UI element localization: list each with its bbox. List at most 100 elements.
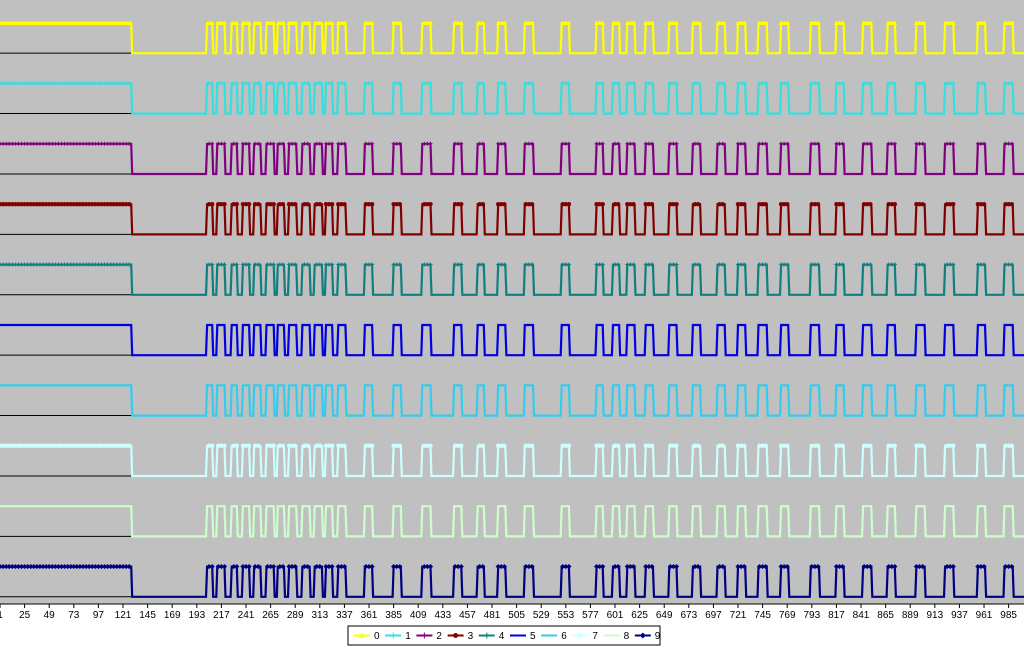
- series-4-marker: [951, 262, 956, 267]
- x-tick-label: 289: [287, 610, 304, 621]
- series-1-marker: [742, 81, 747, 86]
- series-7-marker: [480, 443, 485, 448]
- series-9-marker: [286, 563, 292, 570]
- series-7-marker: [600, 443, 605, 448]
- series-2-marker: [317, 141, 322, 146]
- series-0-line: [0, 21, 1024, 55]
- series-0-marker: [720, 20, 726, 25]
- series-9-marker: [523, 563, 529, 570]
- series-7-marker: [763, 443, 768, 448]
- series-2-marker: [428, 141, 433, 146]
- series-9-marker: [560, 563, 566, 570]
- series-0-marker: [529, 20, 535, 25]
- series-0-marker: [950, 20, 956, 25]
- series-0-marker: [255, 20, 261, 25]
- series-3-marker: [889, 201, 894, 207]
- series-7-marker: [302, 443, 307, 448]
- series-9-marker: [277, 563, 283, 570]
- series-0-marker: [501, 20, 507, 25]
- series-3-marker: [864, 201, 870, 207]
- series-9-marker: [317, 563, 323, 570]
- series-2-marker: [892, 141, 897, 146]
- series-9-marker: [892, 563, 898, 570]
- series-9-marker: [477, 563, 483, 570]
- series-3-marker: [668, 201, 673, 207]
- series-3-marker: [209, 201, 215, 207]
- series-7-marker: [83, 443, 89, 448]
- series-4-marker: [920, 262, 925, 267]
- series-3-marker: [289, 201, 295, 207]
- series-7-marker: [108, 443, 113, 448]
- series-7-marker: [625, 443, 630, 448]
- series-7-marker: [975, 443, 981, 448]
- legend-marker: [577, 633, 583, 638]
- series-9-marker: [673, 563, 680, 570]
- x-tick-label: 505: [508, 610, 525, 621]
- series-3-marker: [326, 201, 332, 207]
- series-7-marker: [342, 443, 347, 448]
- x-tick-label: 49: [44, 610, 56, 621]
- series-3-marker: [646, 201, 652, 207]
- legend-label: 7: [592, 631, 598, 642]
- series-3-marker: [477, 201, 482, 207]
- series-3-marker: [1003, 201, 1008, 207]
- x-tick-label: 625: [631, 610, 648, 621]
- series-9-marker: [52, 563, 58, 570]
- series-7-marker: [28, 443, 33, 448]
- series-3-marker: [397, 201, 402, 207]
- series-9-marker: [252, 563, 258, 570]
- legend-marker: [453, 633, 459, 638]
- series-9-marker: [215, 563, 221, 570]
- series-7-marker: [495, 443, 501, 448]
- series-3-marker: [834, 201, 839, 207]
- series-1-marker: [840, 81, 845, 86]
- series-7-marker: [0, 443, 6, 448]
- series-3-marker: [717, 201, 722, 207]
- series-1-marker: [397, 81, 402, 86]
- series-3-marker: [631, 201, 636, 207]
- series-0-marker: [329, 20, 335, 25]
- series-3-marker: [812, 201, 818, 207]
- series-1-marker: [1009, 81, 1014, 86]
- x-tick-label: 265: [262, 610, 279, 621]
- series-7-marker: [840, 443, 845, 448]
- series-9-marker: [394, 563, 400, 570]
- series-3-marker: [526, 201, 532, 207]
- series-9-marker: [563, 563, 569, 570]
- series-9-marker: [101, 563, 108, 570]
- series-3-marker: [781, 201, 787, 207]
- series-7-marker: [56, 443, 61, 448]
- plot-area: [0, 0, 1024, 604]
- series-4-marker: [428, 262, 433, 267]
- series-4-marker: [293, 262, 298, 267]
- series-9-marker: [80, 563, 86, 570]
- series-7-marker: [1009, 443, 1014, 448]
- series-3-marker: [981, 201, 987, 207]
- series-3-marker: [0, 201, 6, 207]
- series-3-marker: [366, 201, 372, 207]
- series-3-marker: [868, 201, 873, 207]
- series-9-marker: [624, 563, 630, 570]
- series-9-marker: [1006, 563, 1012, 570]
- series-1-marker: [920, 81, 925, 86]
- series-3-marker: [625, 201, 630, 207]
- series-3-marker: [105, 201, 110, 207]
- series-7-marker: [594, 443, 599, 448]
- series-0-marker: [892, 20, 898, 25]
- series-7-line: [0, 444, 1024, 478]
- x-tick-label: 241: [238, 610, 255, 621]
- series-7-marker: [339, 443, 344, 448]
- series-4-marker: [397, 262, 402, 267]
- x-tick-label: 649: [656, 610, 673, 621]
- series-2-marker: [247, 141, 252, 146]
- series-7-marker: [674, 443, 679, 448]
- series-3-marker: [523, 201, 529, 207]
- x-tick-label: 217: [213, 610, 230, 621]
- series-3-marker: [265, 201, 270, 207]
- series-4-marker: [616, 262, 621, 267]
- series-9-marker: [630, 563, 637, 570]
- series-9-marker: [209, 563, 215, 570]
- legend-item-6: 6: [541, 631, 567, 642]
- series-7-marker: [452, 443, 458, 448]
